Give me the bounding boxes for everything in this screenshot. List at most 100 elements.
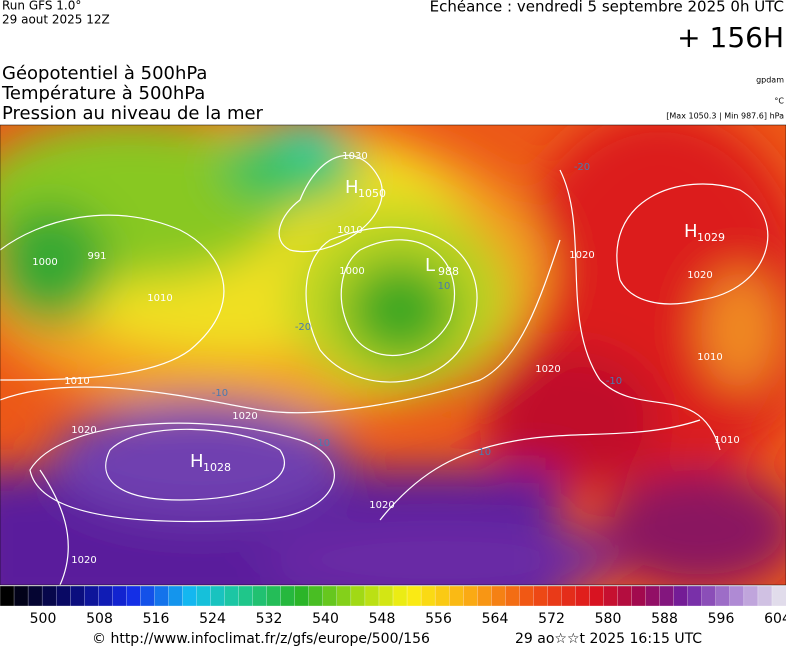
colorbar-tick-label: 548 [369,611,396,627]
isobar-label: 1030 [342,151,367,162]
colorbar-swatch [491,585,506,607]
temperature-label: -20 [295,322,311,333]
colorbar-tick-label: 556 [425,611,452,627]
footer-url: © http://www.infoclimat.fr/z/gfs/europe/… [92,631,430,647]
colorbar-swatch [715,585,731,607]
colorbar-swatch [631,585,647,607]
colorbar-swatch [771,585,786,607]
colorbar-swatch [575,585,591,607]
colorbar-swatch [280,585,296,607]
unit: °C [774,97,784,106]
unit: gpdam [756,76,784,85]
colorbar-swatch [378,585,394,607]
colorbar-swatch [561,585,577,607]
isobar-label: 1020 [535,364,560,375]
colorbar-swatch [617,585,633,607]
colorbar-swatch [645,585,661,607]
isobar-label: 1010 [147,293,172,304]
center-value: 1028 [203,461,231,474]
unit: [Max 1050.3 | Min 987.6] hPa [666,112,784,121]
colorbar-swatch [589,585,605,607]
center-value: 1050 [358,187,386,200]
colorbar-tick-label: 596 [708,611,735,627]
colorbar-swatch [308,585,324,607]
colorbar-swatch [533,585,549,607]
field-name: Géopotentiel à 500hPa [2,63,207,84]
colorbar-tick-label: 604 [764,611,786,627]
isobar-label: 1020 [71,555,96,566]
temperature-label: -20 [574,162,590,173]
colorbar-swatch [420,585,436,607]
colorbar-swatch [55,585,71,607]
temperature-label: -10 [314,438,330,449]
colorbar-swatch [505,585,520,607]
isobar-label: 1020 [71,425,96,436]
colorbar-swatch [0,585,15,607]
isobar-label: 1020 [569,250,594,261]
colorbar-swatch [252,585,268,607]
colorbar-swatch [322,585,338,607]
colorbar-tick-label: 516 [143,611,170,627]
colorbar-swatch [27,585,43,607]
isobar-label: 1020 [232,411,257,422]
colorbar-swatch [659,585,675,607]
colorbar-swatch [364,585,380,607]
center-value: 1029 [697,231,725,244]
colorbar-swatch [98,585,113,607]
colorbar-swatch [266,585,282,607]
colorbar-swatch [463,585,478,607]
colorbar-swatch [448,585,464,607]
map-frame [0,124,786,586]
colorbar-swatch [224,585,240,607]
colorbar-swatch [210,585,226,607]
isobars [0,154,769,585]
colorbar-swatch [350,585,366,607]
colorbar-swatch [392,585,408,607]
colorbar-tick-label: 540 [312,611,339,627]
colorbar-swatch [477,585,492,607]
footer-date: 29 ao☆☆t 2025 16:15 UTC [515,631,702,647]
center-letter: L [425,255,435,276]
colorbar-swatch [238,585,254,607]
colorbar-tick-label: 532 [256,611,283,627]
colorbar-tick-label: 572 [538,611,565,627]
colorbar-swatch [140,585,156,607]
colorbar-swatch [126,585,142,607]
colorbar-swatch [729,585,745,607]
valid-time: Echéance : vendredi 5 septembre 2025 0h … [430,0,784,16]
colorbar-swatch [294,585,310,607]
center-letter: H [684,221,698,242]
temperature-label: 10 [438,281,451,292]
center-letter: H [345,177,359,198]
colorbar-tick-label: 524 [199,611,226,627]
colorbar-swatch [701,585,717,607]
colorbar-swatch [13,585,29,607]
isobar-label: 1010 [714,435,739,446]
isobar-label: 1000 [339,266,364,277]
colorbar-tick-label: 580 [595,611,622,627]
colorbar-swatch [70,585,85,607]
colorbar-swatch [168,585,184,607]
run-label: Run GFS 1.0° [2,0,81,13]
run-date: 29 aout 2025 12Z [2,13,110,27]
isobar-label: 991 [87,251,106,262]
colorbar-swatch [41,585,57,607]
temperature-label: -10 [606,376,622,387]
colorbar-swatch [603,585,619,607]
colorbar-tick-label: 564 [482,611,509,627]
temperature-label: -10 [212,388,228,399]
colorbar-tick-label: 508 [86,611,113,627]
colorbar-tick-label: 588 [651,611,678,627]
colorbar-swatch [84,585,99,607]
colorbar-tick-label: 500 [30,611,57,627]
colorbar-swatch [434,585,450,607]
colorbar-swatch [687,585,703,607]
isobar-label: 1020 [687,270,712,281]
map-field [0,125,786,585]
colorbar-swatch [673,585,689,607]
field-name: Température à 500hPa [1,83,205,104]
center-value: 988 [438,265,459,278]
temperature-label: -10 [475,447,491,458]
colorbar-swatch [196,585,212,607]
